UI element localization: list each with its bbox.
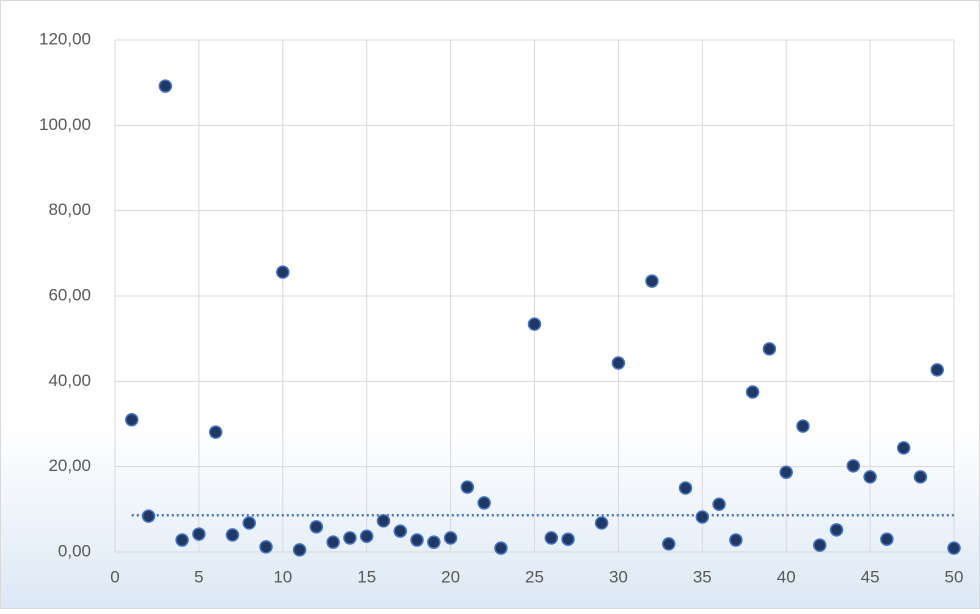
point: [611, 356, 626, 370]
point: [443, 531, 458, 545]
point: [141, 509, 156, 523]
x-tick-label: 10: [273, 567, 292, 586]
point: [745, 385, 760, 399]
point: [343, 531, 357, 545]
point: [796, 419, 810, 433]
point: [276, 265, 290, 279]
y-tick-label: 20,00: [48, 456, 91, 475]
point: [661, 537, 676, 551]
x-tick-label: 5: [194, 567, 203, 586]
point: [259, 540, 273, 554]
point: [225, 528, 240, 542]
point: [242, 516, 256, 530]
x-tick-label: 40: [777, 567, 796, 586]
point: [376, 514, 391, 528]
point: [645, 274, 659, 288]
point: [930, 363, 944, 377]
y-tick-label: 40,00: [48, 371, 91, 390]
point: [175, 533, 189, 547]
point: [427, 535, 441, 549]
x-tick-label: 30: [609, 567, 628, 586]
point: [326, 535, 340, 549]
point: [896, 441, 911, 455]
y-tick-label: 120,00: [39, 29, 91, 48]
x-tick-label: 25: [525, 567, 544, 586]
point: [292, 543, 307, 557]
y-tick-label: 0,00: [58, 541, 91, 560]
point: [125, 412, 139, 427]
point: [393, 524, 408, 538]
x-tick-label: 35: [693, 567, 712, 586]
point: [695, 510, 710, 524]
point: [158, 79, 173, 93]
point: [192, 527, 206, 541]
point: [762, 342, 777, 356]
point: [947, 541, 961, 555]
point: [594, 516, 609, 530]
y-tick-label: 100,00: [39, 115, 91, 134]
point: [309, 520, 324, 534]
point: [913, 470, 928, 484]
point: [813, 538, 827, 552]
x-tick-label: 20: [441, 567, 460, 586]
point: [678, 481, 693, 495]
y-tick-label: 80,00: [48, 200, 91, 219]
x-tick-label: 50: [945, 567, 964, 586]
point: [208, 425, 223, 439]
point: [829, 523, 844, 537]
x-tick-label: 15: [357, 567, 376, 586]
point: [712, 497, 726, 511]
x-tick-label: 0: [110, 567, 119, 586]
point: [460, 480, 475, 494]
point: [544, 531, 559, 545]
point: [527, 317, 542, 331]
x-tick-label: 45: [861, 567, 880, 586]
point: [494, 541, 508, 555]
point: [561, 532, 575, 546]
point: [779, 465, 793, 479]
point: [863, 470, 877, 484]
point: [359, 529, 374, 543]
point: [477, 496, 491, 510]
y-tick-label: 60,00: [48, 285, 91, 304]
point: [846, 459, 861, 473]
point: [880, 532, 894, 546]
point: [729, 533, 743, 547]
point: [410, 533, 424, 547]
